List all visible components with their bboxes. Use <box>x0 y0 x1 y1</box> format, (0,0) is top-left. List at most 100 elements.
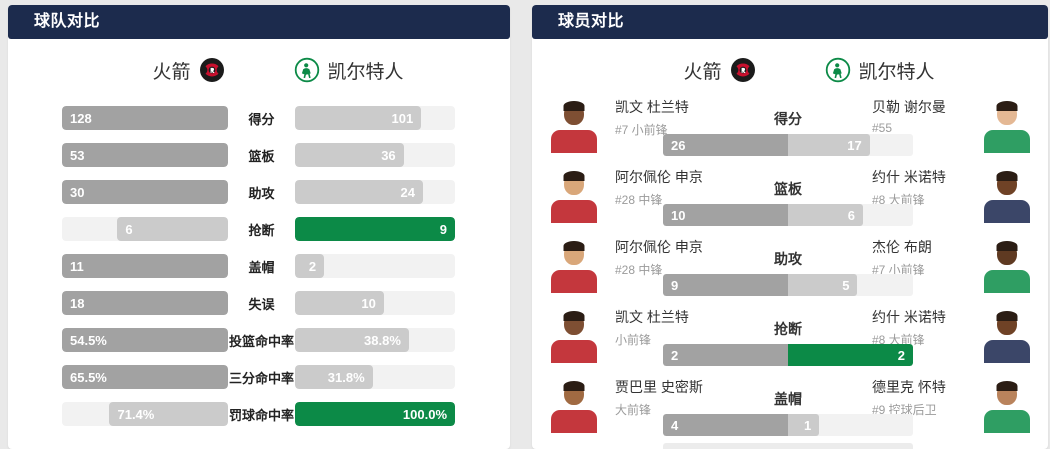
away-bar-fill: 31.8% <box>295 365 373 389</box>
away-player-position: #7 小前锋 <box>872 263 925 277</box>
home-team-name: 火箭 <box>683 61 722 83</box>
home-stat-bar: 71.4% <box>62 402 228 426</box>
player-hair <box>563 311 584 321</box>
player-photo[interactable] <box>978 240 1035 293</box>
player-stat-row: 阿尔佩伦 申京 #28 中锋 约什 米诺特 #8 大前锋 篮板 10 6 <box>532 166 1048 236</box>
player-stat-row: 凯文 杜兰特 小前锋 约什 米诺特 #8 大前锋 抢断 2 2 <box>532 306 1048 376</box>
home-bar-fill: 65.5% <box>62 365 228 389</box>
away-player-position: #55 <box>872 121 893 135</box>
celtics-logo-icon <box>294 57 319 83</box>
away-segment: 1 <box>788 414 820 436</box>
team-header: 火箭 凯尔特人 <box>8 56 510 84</box>
player-photo[interactable] <box>978 380 1035 433</box>
home-segment: 2 <box>663 344 788 366</box>
player-jersey <box>550 270 597 293</box>
home-stat-value: 18 <box>70 295 85 311</box>
player-jersey <box>550 200 597 223</box>
home-player-info: 凯文 杜兰特 #7 小前锋 <box>615 97 775 138</box>
home-bar-fill: 53 <box>62 143 228 167</box>
player-photo[interactable] <box>978 170 1035 223</box>
away-player-position: #8 大前锋 <box>872 333 925 347</box>
away-stat-bar: 31.8% <box>295 365 455 389</box>
away-player-info: 约什 米诺特 #8 大前锋 <box>872 167 1032 208</box>
home-bar-fill: 54.5% <box>62 328 228 352</box>
away-segment: 6 <box>788 204 863 226</box>
player-photo[interactable] <box>545 100 602 153</box>
away-stat-bar: 100.0% <box>295 402 455 426</box>
away-stat-value: 101 <box>391 110 414 126</box>
away-stat-value: 100.0% <box>402 406 447 422</box>
team-stat-row: 18 失误 10 <box>62 291 456 315</box>
home-stat-bar: 30 <box>62 180 228 204</box>
stat-label: 得分 <box>248 111 275 127</box>
stat-label: 助攻 <box>774 251 802 267</box>
away-stat-value: 38.8% <box>364 332 401 348</box>
away-segment: 2 <box>788 344 913 366</box>
stat-label: 得分 <box>774 111 802 127</box>
away-stat-value: 10 <box>361 295 376 311</box>
player-jersey <box>983 130 1030 153</box>
rockets-logo-icon <box>730 58 755 82</box>
away-stat-bar: 2 <box>295 254 455 278</box>
away-player-position: #8 大前锋 <box>872 193 925 207</box>
player-panel-title: 球员对比 <box>558 13 625 30</box>
home-segment: 4 <box>663 414 788 436</box>
player-avatar <box>545 100 602 153</box>
team-stat-row: 11 盖帽 2 <box>62 254 456 278</box>
home-segment: 10 <box>663 204 788 226</box>
player-hair <box>996 311 1017 321</box>
player-hair <box>563 101 584 111</box>
player-photo[interactable] <box>545 240 602 293</box>
player-photo[interactable] <box>545 380 602 433</box>
team-comparison-panel: 球队对比 火箭 凯尔特人 128 得分 101 53 篮板 36 30 助攻 24 6 抢断 9 1 <box>8 5 510 449</box>
player-photo[interactable] <box>545 170 602 223</box>
player-hair <box>996 171 1017 181</box>
away-stat-bar: 9 <box>295 217 455 241</box>
player-jersey <box>550 130 597 153</box>
player-hair <box>996 101 1017 111</box>
player-photo[interactable] <box>978 100 1035 153</box>
home-stat-bar: 18 <box>62 291 228 315</box>
player-photo[interactable] <box>978 310 1035 363</box>
away-player-info: 贝勒 谢尔曼 #55 <box>872 97 1032 135</box>
home-bar-fill: 18 <box>62 291 228 315</box>
stat-label: 失误 <box>248 296 275 312</box>
player-photo[interactable] <box>545 310 602 363</box>
stat-label: 抢断 <box>774 321 802 337</box>
home-team-header: 火箭 <box>532 57 790 84</box>
player-stat-bar: 26 17 <box>663 134 913 156</box>
home-stat-bar: 54.5% <box>62 328 228 352</box>
team-header-slot: 火箭 凯尔特人 <box>532 56 1048 84</box>
stat-label: 篮板 <box>248 148 275 164</box>
player-avatar <box>978 380 1035 433</box>
player-jersey <box>550 410 597 433</box>
player-comparison-panel: 球员对比 火箭 凯尔特人 凯文 杜兰特 #7 小前锋 贝勒 谢尔曼 #55 得分 2 6 <box>532 5 1048 449</box>
home-stat-value: 11 <box>70 258 84 274</box>
away-team-name: 凯尔特人 <box>858 61 935 83</box>
home-stat-value: 128 <box>70 110 92 126</box>
team-panel-title: 球队对比 <box>34 13 101 30</box>
away-player-position: #9 控球后卫 <box>872 403 937 417</box>
away-team-name: 凯尔特人 <box>327 61 404 83</box>
home-stat-value: 65.5% <box>70 369 107 385</box>
home-stat-value: 2 <box>671 347 679 363</box>
away-stat-value: 2 <box>897 347 905 363</box>
player-hair <box>996 381 1017 391</box>
away-stat-bar: 10 <box>295 291 455 315</box>
away-bar-fill: 9 <box>295 217 455 241</box>
stat-label: 投篮命中率 <box>228 333 294 349</box>
away-bar-fill: 24 <box>295 180 423 204</box>
home-stat-bar: 11 <box>62 254 228 278</box>
home-player-position: #28 中锋 <box>615 193 663 207</box>
away-segment: 5 <box>788 274 858 296</box>
player-stat-row: 阿尔佩伦 申京 #28 中锋 杰伦 布朗 #7 小前锋 助攻 9 5 <box>532 236 1048 306</box>
player-avatar <box>545 380 602 433</box>
away-bar-fill: 36 <box>295 143 404 167</box>
player-jersey <box>550 340 597 363</box>
away-team-header: 凯尔特人 <box>259 57 511 84</box>
celtics-logo-icon <box>825 57 850 83</box>
player-jersey <box>983 410 1030 433</box>
stat-label: 盖帽 <box>774 391 802 407</box>
